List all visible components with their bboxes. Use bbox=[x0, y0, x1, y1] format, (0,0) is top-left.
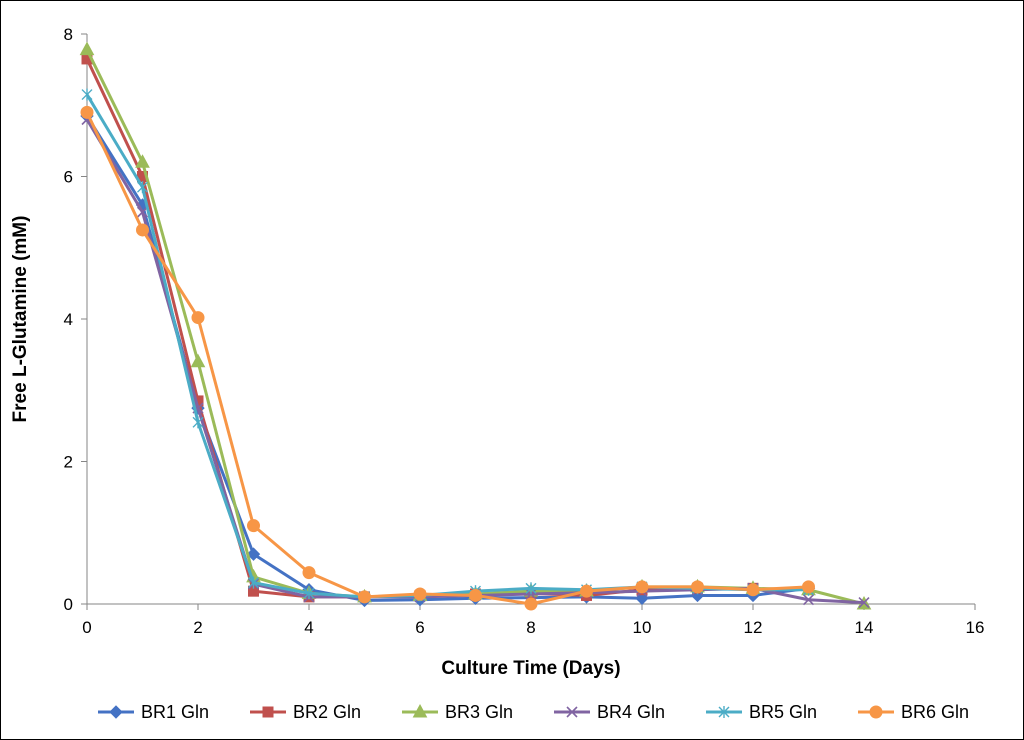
series-line-br5-gln bbox=[85, 93, 809, 599]
data-point-br4-gln bbox=[802, 594, 815, 606]
data-point-br3-gln bbox=[135, 154, 150, 168]
data-point-br5-gln bbox=[192, 416, 204, 429]
x-tick-label: 10 bbox=[633, 618, 652, 637]
data-point-br5-gln bbox=[81, 88, 93, 101]
data-point-br5-gln bbox=[525, 582, 537, 595]
data-point-br5-gln bbox=[248, 576, 259, 589]
data-point-br4-gln bbox=[136, 206, 149, 218]
series-layer bbox=[79, 41, 872, 611]
x-axis-title: Culture Time (Days) bbox=[441, 658, 620, 679]
x-tick-label: 12 bbox=[744, 618, 763, 637]
marker-stroke bbox=[858, 597, 870, 609]
legend-item-br1-gln: BR1 Gln bbox=[98, 702, 209, 722]
data-point-br3-gln bbox=[190, 353, 206, 368]
legend-label: BR2 Gln bbox=[293, 702, 361, 722]
y-tick-label: 2 bbox=[64, 453, 73, 472]
data-point-br6-gln bbox=[413, 587, 427, 601]
series-line-br4-gln bbox=[85, 118, 865, 605]
data-point-br6-gln bbox=[691, 580, 704, 594]
data-point-br6-gln bbox=[358, 590, 371, 604]
x-tick-label: 14 bbox=[855, 618, 874, 637]
data-point-br5-gln bbox=[303, 587, 315, 600]
legend-item-br4-gln: BR4 Gln bbox=[554, 702, 665, 722]
x-tick-label: 16 bbox=[966, 618, 985, 637]
legend-swatch-marker bbox=[566, 706, 578, 718]
series-line-br2-gln bbox=[85, 58, 753, 599]
legend-item-br6-gln: BR6 Gln bbox=[858, 702, 969, 722]
legend-label: BR6 Gln bbox=[901, 702, 969, 722]
series-br1-gln bbox=[80, 109, 816, 608]
y-tick-label: 8 bbox=[64, 25, 73, 44]
series-br6-gln bbox=[80, 105, 815, 611]
data-point-br6-gln bbox=[302, 566, 316, 580]
x-tick-label: 8 bbox=[526, 618, 535, 637]
series-br5-gln bbox=[81, 88, 814, 603]
series-line-br6-gln bbox=[85, 111, 809, 606]
legend-label: BR5 Gln bbox=[749, 702, 817, 722]
legend-item-br2-gln: BR2 Gln bbox=[250, 702, 361, 722]
data-point-br6-gln bbox=[580, 584, 593, 598]
legend-label: BR3 Gln bbox=[445, 702, 513, 722]
marker-stroke bbox=[802, 594, 815, 606]
data-point-br6-gln bbox=[247, 519, 260, 533]
legend-swatch-marker bbox=[869, 705, 883, 719]
y-tick-label: 6 bbox=[64, 168, 73, 187]
legend-item-br5-gln: BR5 Gln bbox=[706, 702, 817, 722]
y-tick-label: 4 bbox=[64, 310, 73, 329]
legend-swatch-marker bbox=[262, 706, 274, 718]
series-br2-gln bbox=[81, 53, 759, 603]
data-point-br6-gln bbox=[802, 580, 815, 594]
legend-item-br3-gln: BR3 Gln bbox=[402, 702, 513, 722]
data-point-br5-gln bbox=[137, 181, 148, 194]
data-point-br6-gln bbox=[136, 223, 149, 237]
marker-stroke bbox=[566, 706, 578, 718]
legend-label: BR1 Gln bbox=[141, 702, 209, 722]
data-point-br6-gln bbox=[191, 311, 205, 325]
x-tick-label: 0 bbox=[82, 618, 91, 637]
legend-swatch-marker bbox=[718, 706, 730, 718]
legend: BR1 Gln BR2 Gln BR3 Gln BR4 Gln BR5 Gln BR6 G… bbox=[98, 702, 969, 722]
x-tick-label: 6 bbox=[415, 618, 424, 637]
data-point-br3-gln bbox=[79, 41, 95, 56]
series-line-br3-gln bbox=[85, 49, 865, 606]
data-point-br1-gln bbox=[246, 547, 261, 561]
marker-stroke bbox=[136, 206, 149, 218]
legend-swatch-marker bbox=[412, 703, 428, 718]
data-point-br4-gln bbox=[858, 597, 870, 609]
data-point-br6-gln bbox=[746, 583, 760, 597]
data-point-br6-gln bbox=[469, 588, 482, 602]
x-tick-label: 4 bbox=[304, 618, 313, 637]
legend-label: BR4 Gln bbox=[597, 702, 665, 722]
axes: 0 2 4 6 8 0 2 4 6 8 10 12 14 16 bbox=[64, 25, 985, 637]
data-point-br6-gln bbox=[524, 597, 538, 611]
data-point-br6-gln bbox=[80, 105, 94, 119]
x-tick-label: 2 bbox=[193, 618, 202, 637]
series-line-br1-gln bbox=[85, 115, 809, 602]
y-axis-title: Free L-Glutamine (mM) bbox=[10, 216, 31, 423]
legend-swatch-marker bbox=[109, 705, 123, 719]
y-tick-label: 0 bbox=[64, 595, 73, 614]
data-point-br6-gln bbox=[635, 580, 649, 594]
